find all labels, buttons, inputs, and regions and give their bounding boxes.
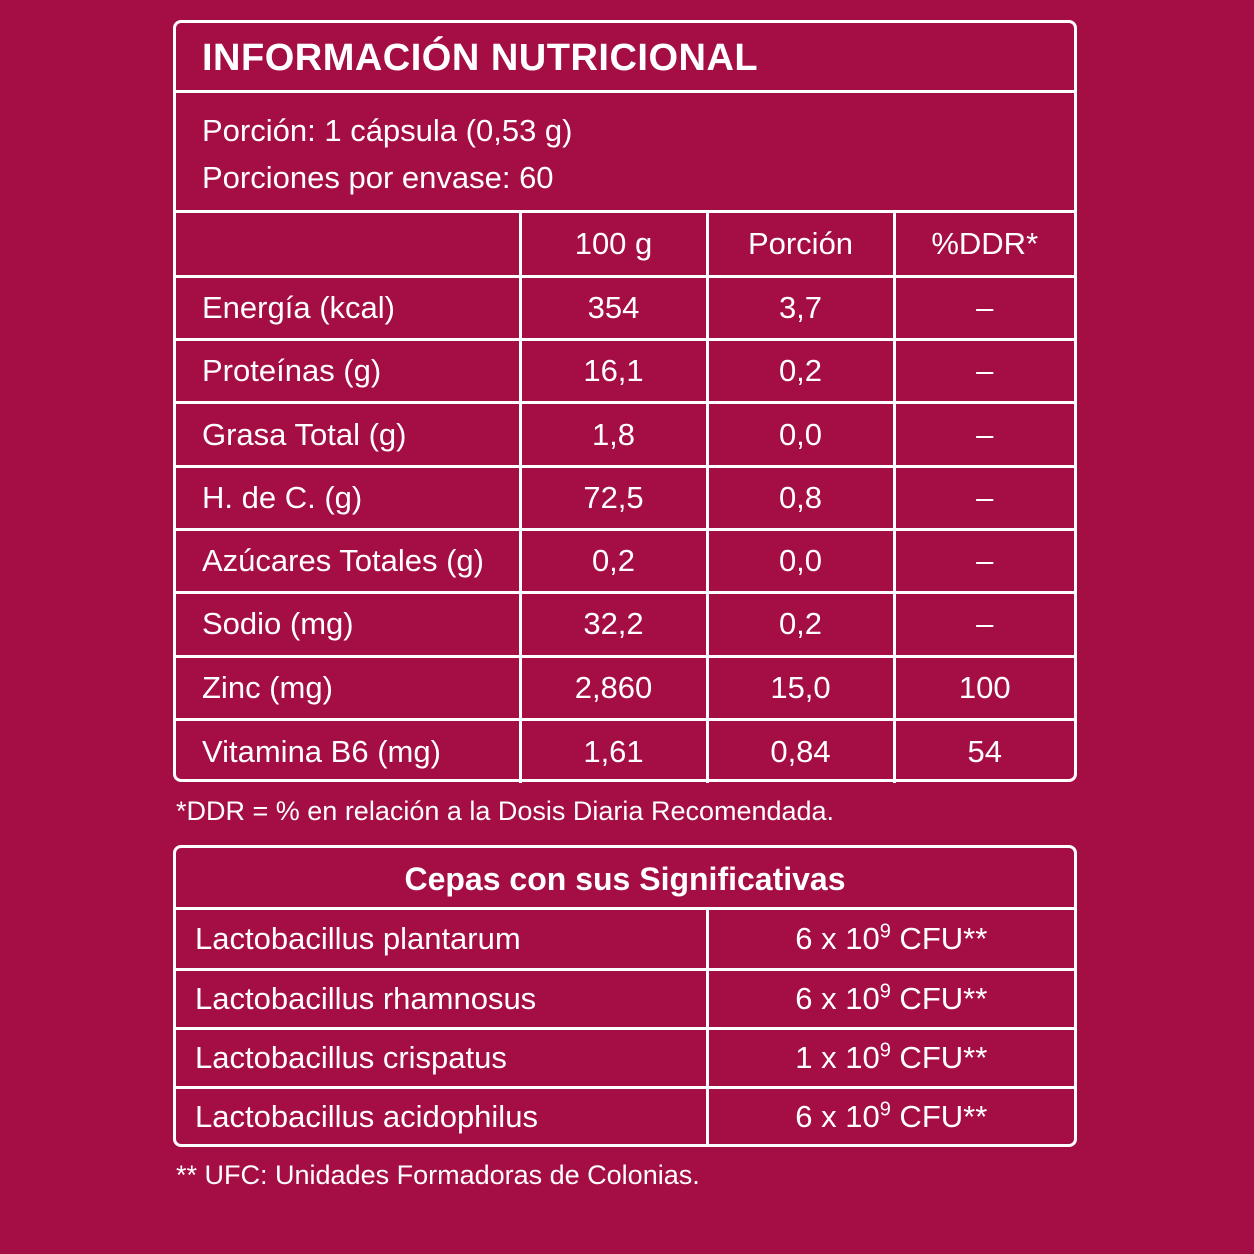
count-base: 6 x 10 <box>795 980 880 1016</box>
nutrient-value: 3,7 <box>707 276 896 342</box>
table-row: Lactobacillus crispatus 1 x 109 CFU** <box>176 1028 1074 1089</box>
table-row: Lactobacillus acidophilus 6 x 109 CFU** <box>176 1087 1074 1146</box>
strain-count: 6 x 109 CFU** <box>707 969 1074 1030</box>
nutrient-value: 0,2 <box>707 339 896 405</box>
table-row: Azúcares Totales (g) 0,2 0,0– <box>176 529 1074 595</box>
strain-count: 6 x 109 CFU** <box>707 1087 1074 1146</box>
nutrition-table: 100 g Porción %DDR* Energía (kcal) 354 3,7… <box>176 213 1074 783</box>
nutrient-label: Zinc (mg) <box>176 656 522 721</box>
count-base: 6 x 10 <box>795 1099 880 1135</box>
serving-info: Porción: 1 cápsula (0,53 g) Porciones po… <box>176 93 1074 213</box>
nutrient-value: – <box>894 402 1074 468</box>
table-row: Vitamina B6 (mg) 1,61 0,84 54 <box>176 719 1074 783</box>
nutrient-value: 354 <box>520 276 709 342</box>
table-row: Lactobacillus rhamnosus 6 x 109 CFU** <box>176 969 1074 1030</box>
nutrient-value: – <box>894 592 1074 658</box>
strain-count: 1 x 109 CFU** <box>707 1028 1074 1089</box>
column-header <box>176 213 522 278</box>
strain-name: Lactobacillus rhamnosus <box>176 969 709 1030</box>
nutrient-value: 32,2 <box>520 592 709 658</box>
column-header: Porción <box>707 213 896 278</box>
count-unit: CFU** <box>890 920 988 956</box>
count-exponent: 9 <box>879 920 891 943</box>
nutrient-value: 0,84 <box>707 719 896 783</box>
nutrition-facts-panel: INFORMACIÓN NUTRICIONAL Porción: 1 cápsu… <box>173 20 1077 783</box>
nutrient-value: 15,0 <box>707 656 896 721</box>
nutrient-value: 54 <box>967 733 1002 769</box>
nutrient-value: 100 <box>894 656 1074 721</box>
nutrient-value: 16,1 <box>520 339 709 405</box>
strain-count: 6 x 109 CFU** <box>707 910 1074 971</box>
nutrient-value: 72,5 <box>520 466 709 531</box>
strain-name: Lactobacillus plantarum <box>176 910 709 971</box>
nutrient-label: Energía (kcal) <box>176 276 522 342</box>
strains-table: Lactobacillus plantarum 6 x 109 CFU** Lact… <box>176 910 1074 1146</box>
nutrient-value: 0,0 <box>707 529 896 595</box>
column-header: %DDR* <box>894 213 1074 278</box>
count-exponent: 9 <box>879 1039 891 1062</box>
ufc-footnote: ** UFC: Unidades Formadoras de Colonias. <box>176 1160 700 1190</box>
nutrient-value: – <box>894 466 1074 531</box>
ddr-footnote: *DDR = % en relación a la Dosis Diaria R… <box>176 796 835 826</box>
strain-name: Lactobacillus acidophilus <box>176 1087 709 1146</box>
nutrient-label: Azúcares Totales (g) <box>176 529 522 595</box>
table-row: Proteínas (g) 16,1 0,2– <box>176 339 1074 405</box>
nutrient-value: 0,2 <box>707 592 896 658</box>
nutrient-value: 1,8 <box>520 402 709 468</box>
count-unit: CFU** <box>890 980 988 1016</box>
count-unit: CFU** <box>890 1099 988 1135</box>
nutrient-label: Vitamina B6 (mg) <box>176 719 522 783</box>
table-row: Zinc (mg) 2,860 15,0 100 <box>176 656 1074 721</box>
nutrient-value: 0,8 <box>707 466 896 531</box>
count-exponent: 9 <box>879 1098 891 1121</box>
nutrient-label: Grasa Total (g) <box>176 402 522 468</box>
nutrient-value: 0,2 <box>520 529 709 595</box>
servings-per-container: Porciones por envase: 60 <box>202 160 554 195</box>
nutrient-value: 1,61 <box>520 719 709 783</box>
nutrition-title: INFORMACIÓN NUTRICIONAL <box>176 23 1074 93</box>
count-exponent: 9 <box>879 980 891 1003</box>
strain-name: Lactobacillus crispatus <box>176 1028 709 1089</box>
strains-title: Cepas con sus Significativas <box>176 848 1074 910</box>
table-row: Grasa Total (g) 1,8 0,0– <box>176 402 1074 468</box>
count-base: 1 x 10 <box>795 1039 880 1075</box>
nutrient-label: H. de C. (g) <box>176 466 522 531</box>
table-row: Energía (kcal) 354 3,7– <box>176 276 1074 342</box>
nutrient-value: – <box>894 276 1074 342</box>
nutrient-label: Proteínas (g) <box>176 339 522 405</box>
serving-size: Porción: 1 cápsula (0,53 g) <box>202 113 573 148</box>
nutrient-value: – <box>894 339 1074 405</box>
count-unit: CFU** <box>890 1039 988 1075</box>
strains-panel: Cepas con sus Significativas Lactobacill… <box>173 845 1077 1147</box>
table-row: Lactobacillus plantarum 6 x 109 CFU** <box>176 910 1074 971</box>
nutrient-value: – <box>894 529 1074 595</box>
count-base: 6 x 10 <box>795 920 880 956</box>
table-row: Sodio (mg) 32,2 0,2– <box>176 592 1074 658</box>
table-row: H. de C. (g) 72,5 0,8– <box>176 466 1074 531</box>
nutrient-value: 0,0 <box>707 402 896 468</box>
nutrient-value: 2,860 <box>520 656 709 721</box>
table-header-row: 100 g Porción %DDR* <box>176 213 1074 278</box>
nutrient-label: Sodio (mg) <box>176 592 522 658</box>
column-header: 100 g <box>520 213 709 278</box>
